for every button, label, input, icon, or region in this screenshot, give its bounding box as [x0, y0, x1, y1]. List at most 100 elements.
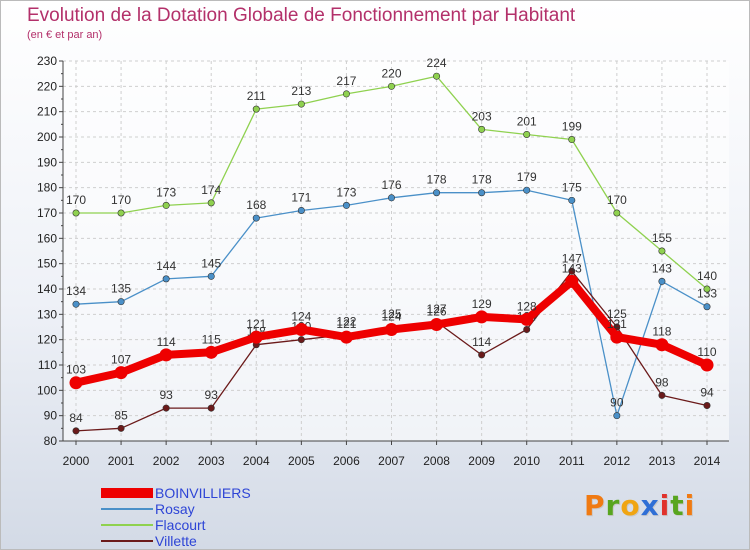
y-tick-label: 200: [37, 130, 57, 144]
data-label-boinvilliers: 126: [427, 304, 447, 318]
data-label-villette: 114: [472, 335, 491, 349]
data-point-rosay: [162, 275, 170, 283]
plot-area: [63, 61, 729, 441]
y-tick-label: 140: [37, 282, 57, 296]
data-label-boinvilliers: 121: [607, 317, 627, 331]
data-point-rosay: [568, 196, 576, 204]
data-point-boinvilliers: [475, 310, 489, 324]
data-point-rosay: [387, 194, 395, 202]
x-tick-label: 2005: [288, 454, 315, 468]
data-label-rosay: 135: [111, 282, 131, 296]
legend-item-villette: Villette: [101, 533, 251, 549]
data-point-boinvilliers: [114, 366, 128, 380]
data-point-flacourt: [613, 209, 621, 217]
data-point-boinvilliers: [655, 338, 669, 352]
data-label-villette: 93: [159, 388, 173, 402]
data-label-rosay: 176: [381, 178, 401, 192]
data-label-boinvilliers: 128: [517, 299, 537, 313]
x-tick-label: 2011: [559, 454, 585, 468]
legend-swatch-rosay: [101, 508, 153, 510]
logo-letter: P: [584, 489, 606, 522]
data-label-boinvilliers: 118: [652, 325, 671, 339]
data-point-flacourt: [703, 285, 711, 293]
chart-subtitle: (en € et par an): [27, 29, 103, 41]
data-point-rosay: [117, 298, 125, 306]
data-point-boinvilliers: [249, 330, 263, 344]
data-label-rosay: 171: [291, 190, 311, 204]
legend-item-flacourt: Flacourt: [101, 517, 251, 533]
data-point-boinvilliers: [204, 345, 218, 359]
data-point-boinvilliers: [69, 376, 83, 390]
data-point-villette: [297, 336, 305, 344]
data-label-villette: 84: [69, 411, 83, 425]
y-tick-label: 110: [38, 358, 57, 372]
chart-legend: BOINVILLIERS Rosay Flacourt Villette: [101, 485, 251, 549]
data-point-boinvilliers: [565, 274, 579, 288]
data-label-boinvilliers: 107: [111, 353, 131, 367]
data-label-flacourt: 170: [607, 193, 627, 207]
data-label-boinvilliers: 114: [157, 335, 176, 349]
y-tick-label: 210: [37, 105, 57, 119]
logo-letter: x: [640, 489, 660, 522]
data-label-rosay: 133: [697, 287, 717, 301]
data-label-flacourt: 140: [697, 269, 717, 283]
data-point-rosay: [433, 189, 441, 197]
data-label-boinvilliers: 124: [381, 310, 401, 324]
data-point-boinvilliers: [700, 358, 714, 372]
data-point-villette: [478, 351, 486, 359]
data-label-boinvilliers: 115: [202, 332, 221, 346]
y-tick-label: 100: [37, 383, 57, 397]
data-point-rosay: [478, 189, 486, 197]
logo-letter: r: [605, 489, 621, 522]
data-point-boinvilliers: [159, 348, 173, 362]
logo-letter: i: [684, 489, 696, 522]
chart-title: Evolution de la Dotation Globale de Fonc…: [27, 5, 576, 26]
data-point-flacourt: [523, 130, 531, 138]
data-point-rosay: [613, 412, 621, 420]
y-tick-label: 130: [37, 307, 57, 321]
data-point-villette: [658, 391, 666, 399]
data-label-rosay: 143: [652, 261, 672, 275]
x-tick-label: 2010: [513, 454, 540, 468]
legend-swatch-boinvilliers: [101, 488, 153, 498]
data-point-flacourt: [342, 90, 350, 98]
legend-label-flacourt: Flacourt: [155, 517, 206, 533]
data-point-boinvilliers: [520, 312, 534, 326]
data-label-flacourt: 170: [111, 193, 131, 207]
y-tick-label: 220: [37, 79, 57, 93]
data-point-boinvilliers: [339, 330, 353, 344]
data-label-villette: 125: [607, 307, 627, 321]
data-point-villette: [523, 326, 531, 334]
data-point-villette: [568, 267, 576, 275]
y-tick-label: 230: [37, 54, 57, 68]
data-label-villette: 122: [336, 315, 356, 329]
data-label-villette: 147: [562, 251, 582, 265]
x-tick-label: 2006: [333, 454, 360, 468]
data-label-flacourt: 201: [517, 114, 537, 128]
data-point-flacourt: [207, 199, 215, 207]
x-tick-label: 2007: [378, 454, 405, 468]
data-point-rosay: [523, 186, 531, 194]
data-label-villette: 93: [205, 388, 219, 402]
data-label-flacourt: 220: [381, 66, 401, 80]
data-label-flacourt: 224: [427, 56, 447, 70]
data-point-flacourt: [117, 209, 125, 217]
data-point-boinvilliers: [385, 323, 398, 337]
data-point-rosay: [297, 206, 305, 214]
data-label-flacourt: 199: [562, 120, 582, 134]
data-label-rosay: 175: [562, 180, 582, 194]
data-label-villette: 125: [381, 307, 401, 321]
data-label-flacourt: 211: [247, 89, 266, 103]
data-label-rosay: 179: [517, 170, 537, 184]
y-tick-label: 160: [37, 231, 57, 245]
x-tick-label: 2012: [604, 454, 631, 468]
y-tick-label: 90: [44, 409, 58, 423]
legend-label-boinvilliers: BOINVILLIERS: [155, 485, 251, 501]
data-point-villette: [207, 404, 215, 412]
data-label-boinvilliers: 121: [336, 317, 356, 331]
legend-swatch-flacourt: [101, 524, 153, 526]
data-point-rosay: [658, 277, 666, 285]
data-label-boinvilliers: 124: [291, 310, 311, 324]
data-label-boinvilliers: 121: [246, 317, 266, 331]
